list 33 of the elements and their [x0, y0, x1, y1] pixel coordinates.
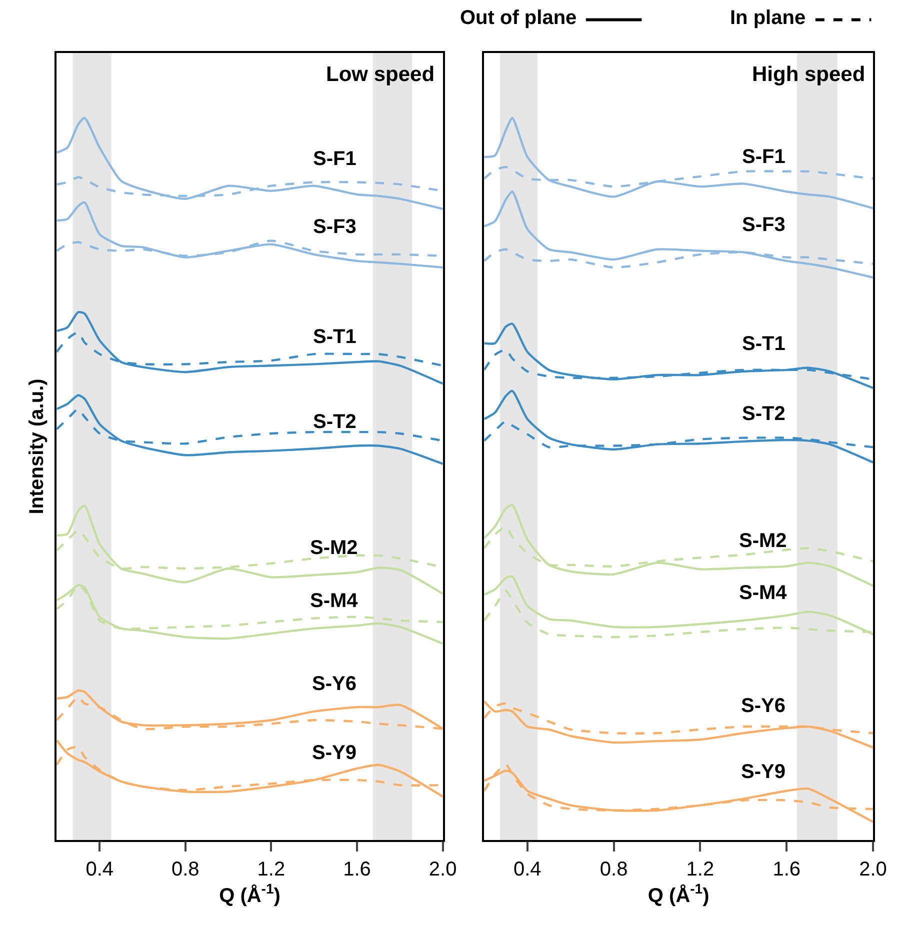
x-tick-label: 1.6 — [343, 858, 371, 881]
series-label: S-M4 — [310, 590, 359, 612]
x-tick-label: 1.2 — [686, 858, 714, 881]
series-label: S-Y6 — [741, 695, 786, 717]
series-label: S-Y6 — [312, 673, 356, 695]
series-label: S-T1 — [742, 333, 786, 355]
series-label: S-M2 — [739, 530, 787, 552]
series-label: S-F3 — [313, 216, 356, 238]
series-label: S-F1 — [742, 146, 786, 168]
series-label: S-F1 — [313, 148, 356, 170]
x-tick-label: 2.0 — [859, 858, 887, 881]
series-label: S-T2 — [742, 403, 786, 425]
series-label: S-F3 — [742, 214, 786, 236]
chart-title: Low speed — [326, 63, 435, 86]
x-tick-label: 0.4 — [86, 858, 114, 881]
x-tick-label: 1.6 — [772, 858, 801, 881]
y-axis-title: Intensity (a.u.) — [26, 378, 48, 514]
text: In plane — [730, 7, 806, 29]
series-label: S-T1 — [313, 326, 356, 348]
x-tick-label: 0.8 — [600, 858, 628, 881]
x-tick-label: 1.2 — [257, 858, 286, 881]
series-label: S-M4 — [739, 582, 788, 604]
x-tick-label: 2.0 — [428, 858, 457, 881]
x-axis-title: Q (Å$^{-1}$) — [648, 880, 710, 908]
x-tick-label: 0.8 — [171, 858, 200, 881]
x-axis-title: Q (Å$^{-1}$) — [219, 880, 280, 908]
series-label: S-T2 — [313, 411, 356, 433]
text: Out of plane — [460, 7, 577, 29]
series-label: S-Y9 — [312, 742, 356, 764]
x-tick-label: 0.4 — [513, 858, 542, 881]
series-label: S-M2 — [310, 537, 358, 559]
chart-title: High speed — [752, 63, 866, 86]
series-label: S-Y9 — [741, 761, 786, 783]
